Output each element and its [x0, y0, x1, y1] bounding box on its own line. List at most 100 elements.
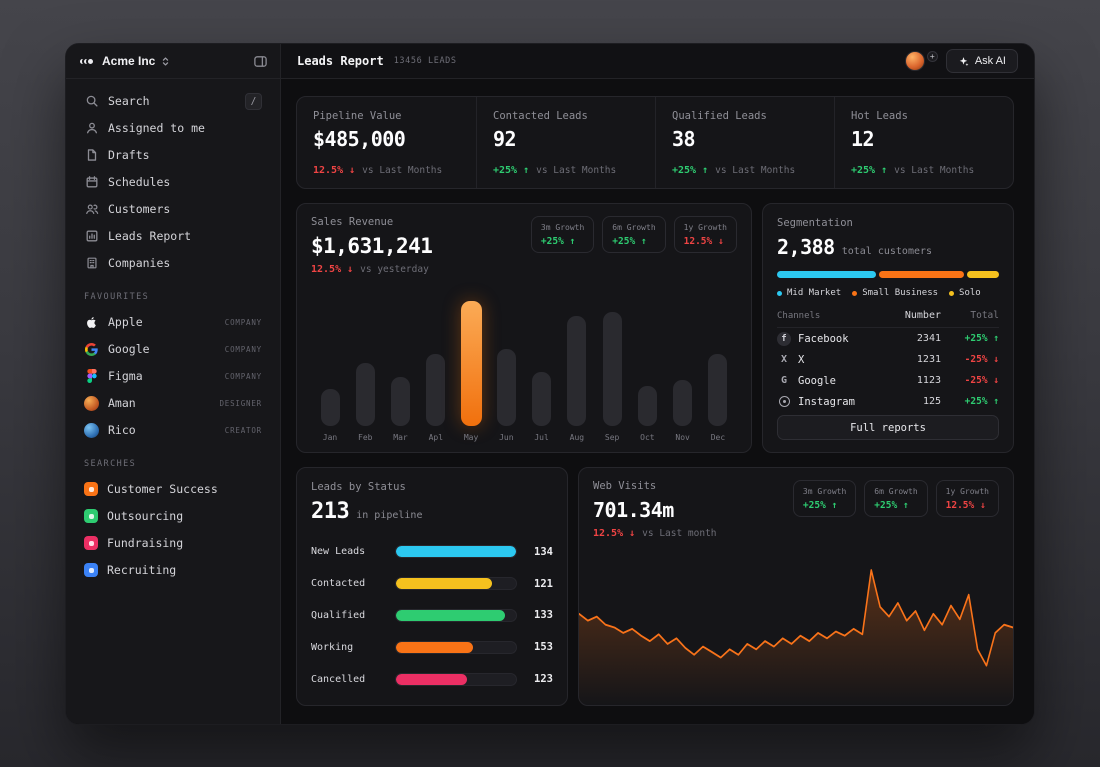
search-item-label: Outsourcing	[107, 509, 184, 523]
channel-number: 1231	[916, 354, 941, 365]
search-item-label: Recruiting	[107, 563, 177, 577]
channel-name: X	[798, 353, 805, 366]
sidebar-item-label: Companies	[108, 256, 171, 270]
segmentation-bar	[777, 271, 1000, 278]
legend-item: Mid Market	[777, 288, 841, 298]
bar-sep: Sep	[599, 285, 625, 442]
search-shortcut-badge: /	[245, 92, 262, 110]
full-reports-button[interactable]: Full reports	[777, 415, 999, 440]
search-item-recruiting[interactable]: Recruiting	[76, 557, 270, 583]
leads-status-value: 213	[311, 499, 350, 524]
chevron-up-down-icon	[160, 56, 171, 67]
favourite-tag: CREATOR	[224, 425, 262, 435]
sidebar-item-drafts[interactable]: Drafts	[76, 142, 270, 168]
sidebar-item-label: Schedules	[108, 175, 171, 189]
bar-mar: Mar	[388, 285, 414, 442]
chip-value: +25% ↑	[612, 236, 647, 247]
channel-number: 2341	[916, 333, 941, 344]
search-item-label: Customer Success	[107, 482, 218, 496]
chip-value: 12.5% ↓	[945, 500, 986, 511]
chip-value: +25% ↑	[540, 236, 576, 247]
legend-item: Small Business	[852, 288, 938, 298]
x-icon: X	[780, 354, 788, 365]
customer-success-icon	[84, 482, 98, 496]
favourite-item-apple[interactable]: Apple COMPANY	[76, 309, 270, 335]
stat-value: 12	[851, 127, 875, 151]
recruiting-icon	[84, 563, 98, 577]
workspace-switcher[interactable]: Acme Inc	[102, 54, 171, 68]
status-bar	[395, 608, 517, 622]
stat-compare: vs Last Months	[894, 165, 975, 176]
sidebar-item-leads-report[interactable]: Leads Report	[76, 223, 270, 249]
favourite-item-figma[interactable]: Figma COMPANY	[76, 363, 270, 389]
chip-3m-growth: 3m Growth +25% ↑	[792, 480, 857, 517]
bar-dec: Dec	[705, 285, 731, 442]
stat-label: Hot Leads	[851, 110, 908, 122]
user-avatar[interactable]	[904, 51, 925, 71]
status-row: New Leads 134	[311, 545, 553, 559]
favourite-name: Aman	[108, 396, 136, 410]
app-window: Acme Inc Search / Assigned to me	[65, 43, 1035, 725]
web-visits-delta: 12.5% ↓	[593, 528, 636, 539]
sidebar-collapse-button[interactable]	[253, 54, 268, 69]
favourite-tag: COMPANY	[224, 371, 262, 381]
favourite-item-google[interactable]: Google COMPANY	[76, 336, 270, 362]
stat-value: 38	[672, 127, 696, 151]
sidebar-item-label: Assigned to me	[108, 121, 205, 135]
sparkle-icon	[958, 56, 969, 67]
favourite-tag: COMPANY	[224, 344, 262, 354]
add-user-button[interactable]: +	[926, 50, 938, 62]
sales-value: $1,631,241	[311, 234, 433, 258]
dashboard-content: Pipeline Value $485,000 12.5% ↓ vs Last M…	[281, 79, 1034, 724]
sidebar-item-assigned[interactable]: Assigned to me	[76, 115, 270, 141]
channel-row-instagram: Instagram 125 +25% ↑	[777, 391, 999, 412]
status-label: Cancelled	[311, 673, 366, 685]
figma-icon	[84, 369, 99, 383]
leads-status-suffix: in pipeline	[356, 510, 423, 521]
workspace-name: Acme Inc	[102, 54, 156, 68]
ask-ai-button[interactable]: Ask AI	[945, 49, 1018, 73]
stat-delta: 12.5% ↓	[313, 165, 356, 176]
visits-growth-chips: 3m Growth +25% ↑ 6m Growth +25% ↑ 1y Growt…	[792, 480, 999, 517]
search-item-customer-success[interactable]: Customer Success	[76, 476, 270, 502]
stat-value: 92	[493, 127, 517, 151]
sidebar-item-companies[interactable]: Companies	[76, 250, 270, 276]
sales-title: Sales Revenue	[311, 216, 394, 228]
building-icon	[84, 256, 99, 270]
stat-compare: vs Last Months	[362, 165, 443, 176]
sidebar-menu: Search / Assigned to me Drafts Schedules…	[66, 79, 280, 276]
status-value: 153	[534, 641, 553, 654]
total-header: Total	[970, 310, 999, 321]
favourite-name: Figma	[108, 369, 143, 383]
channel-name: Facebook	[798, 332, 849, 345]
favourite-name: Rico	[108, 423, 136, 437]
report-icon	[84, 229, 99, 243]
rico-avatar	[84, 422, 99, 438]
bar-oct: Oct	[634, 285, 660, 442]
status-bar	[395, 577, 517, 591]
web-visits-compare: vs Last month	[642, 528, 717, 539]
status-bar	[395, 640, 517, 654]
stat-label: Qualified Leads	[672, 110, 767, 122]
bar-jan: Jan	[317, 285, 343, 442]
stat-delta: +25% ↑	[851, 165, 888, 176]
chip-1y-growth: 1y Growth 12.5% ↓	[935, 480, 999, 517]
channels-table: Channels Number Total f Facebook 2341 +25…	[777, 310, 999, 412]
chip-value: +25% ↑	[802, 500, 838, 511]
status-label: Working	[311, 641, 354, 653]
searches-section-label: SEARCHES	[84, 459, 137, 469]
sales-compare: vs yesterday	[360, 264, 429, 275]
segmentation-value: 2,388	[777, 235, 835, 259]
web-visits-card: Web Visits 701.34m 12.5% ↓ vs Last month …	[578, 467, 1014, 706]
segmentation-title: Segmentation	[777, 217, 853, 229]
sidebar-item-search[interactable]: Search /	[76, 88, 270, 114]
stat-compare: vs Last Months	[715, 165, 796, 176]
sidebar-item-schedules[interactable]: Schedules	[76, 169, 270, 195]
status-value: 134	[534, 545, 553, 558]
favourite-item-rico[interactable]: Rico CREATOR	[76, 417, 270, 443]
search-item-fundraising[interactable]: Fundraising	[76, 530, 270, 556]
sidebar-item-customers[interactable]: Customers	[76, 196, 270, 222]
search-item-outsourcing[interactable]: Outsourcing	[76, 503, 270, 529]
leads-by-status-card: Leads by Status 213 in pipeline New Lead…	[296, 467, 568, 706]
favourite-item-aman[interactable]: Aman DESIGNER	[76, 390, 270, 416]
